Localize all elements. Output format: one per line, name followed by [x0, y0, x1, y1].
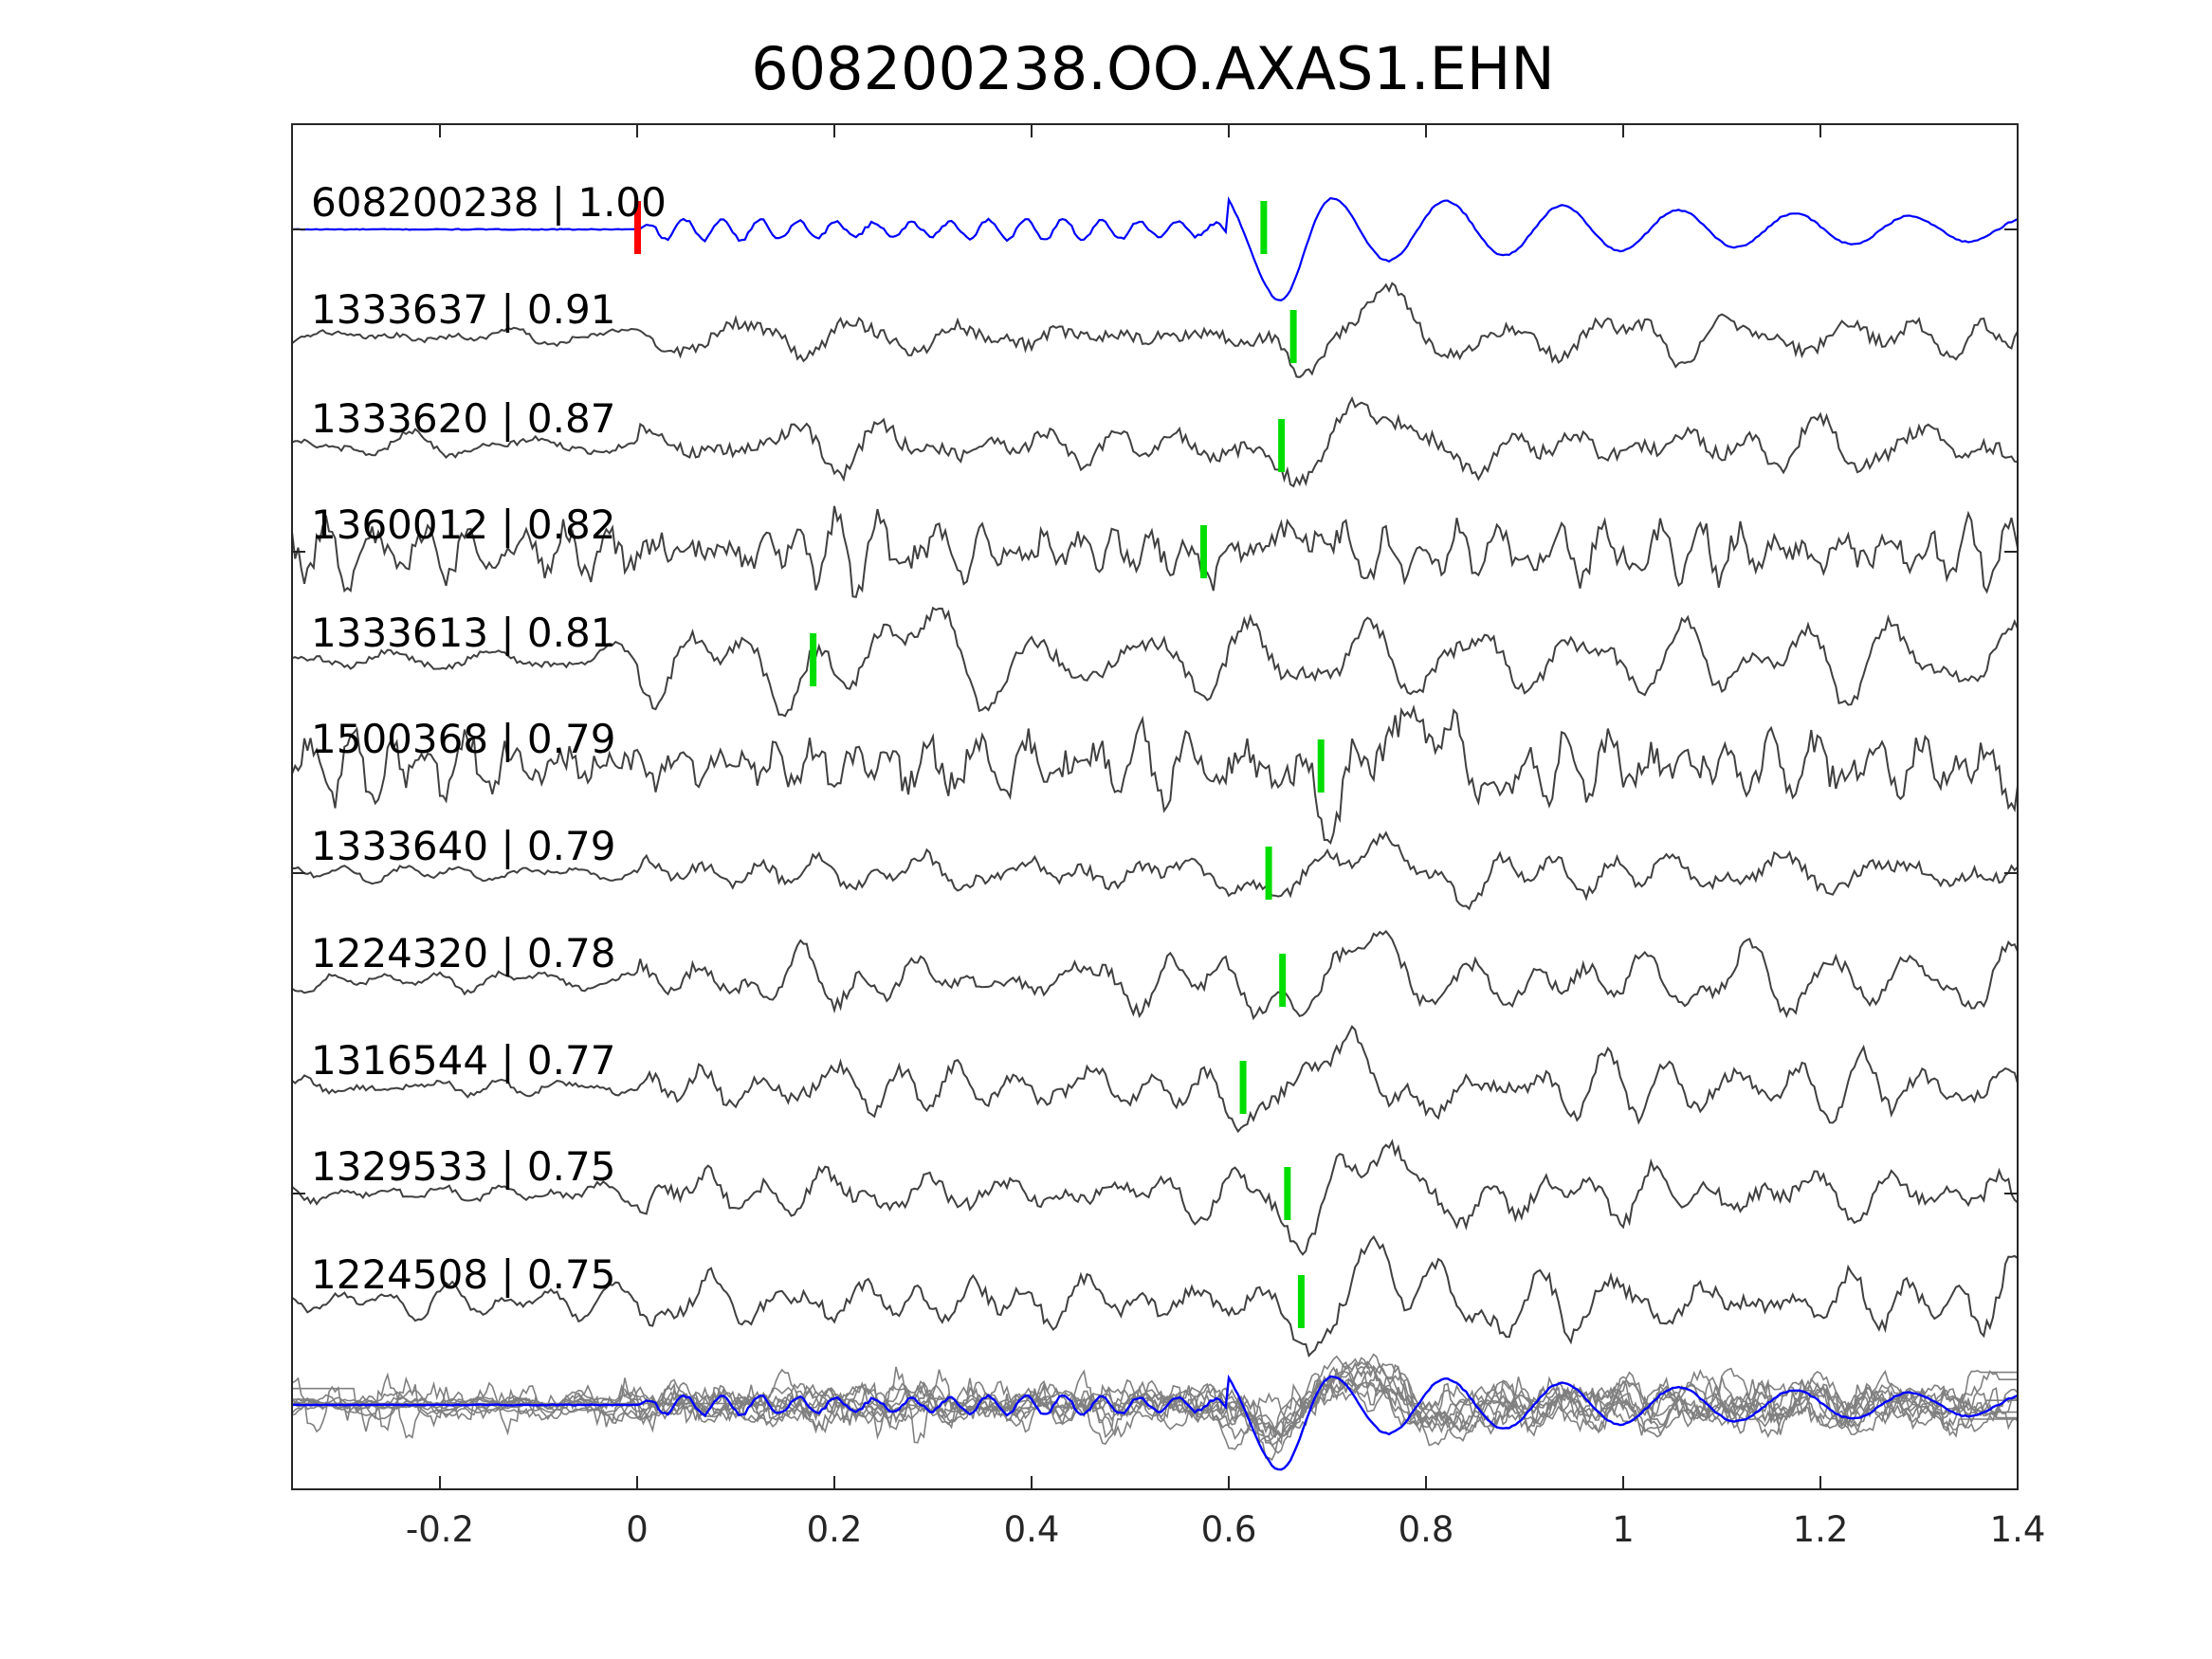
trace-label-608200238: 608200238 | 1.00: [311, 179, 667, 226]
template-pick-marker: [634, 201, 641, 254]
trace-line-1360012: [291, 505, 2019, 598]
trace-label-1224508: 1224508 | 0.75: [311, 1251, 615, 1298]
trace-line-1500368: [291, 703, 2019, 845]
pick-marker-1333637: [1289, 310, 1297, 363]
trace-label-1500368: 1500368 | 0.79: [311, 716, 615, 762]
x-tick-label-0.4: 0.4: [1004, 1509, 1060, 1550]
x-tick-label-0: 0: [626, 1509, 649, 1550]
pick-marker-1224320: [1279, 954, 1287, 1007]
trace-line-1224508: [291, 1234, 2019, 1358]
trace-line-1224320: [291, 929, 2019, 1021]
x-tick-label-0.8: 0.8: [1398, 1509, 1454, 1550]
trace-label-1360012: 1360012 | 0.82: [311, 501, 615, 548]
trace-label-1333637: 1333637 | 0.91: [311, 286, 615, 333]
trace-label-1333640: 1333640 | 0.79: [311, 823, 615, 869]
x-tick-label-1: 1: [1612, 1509, 1635, 1550]
pick-marker-1316544: [1239, 1061, 1247, 1114]
pick-marker-1360012: [1199, 525, 1207, 578]
trace-line-608200238: [291, 196, 2019, 301]
trace-line-1333620: [291, 395, 2019, 488]
x-tick-label-1.4: 1.4: [1990, 1509, 2046, 1550]
x-tick-label-0.6: 0.6: [1201, 1509, 1257, 1550]
pick-marker-1224508: [1297, 1275, 1305, 1328]
plot-area: 608200238 | 1.00 1333637 | 0.91 1333620 | …: [291, 179, 2019, 1471]
stack-trace-1316544: [292, 1353, 2019, 1444]
trace-line-1329533: [291, 1139, 2019, 1256]
stack-trace-1329533: [291, 1361, 2018, 1454]
pick-marker-1500368: [1317, 739, 1325, 793]
trace-line-1333640: [292, 830, 2019, 911]
trace-label-1224320: 1224320 | 0.78: [311, 930, 615, 976]
template-arrival-marker: [1260, 201, 1268, 254]
pick-marker-1333620: [1278, 419, 1286, 472]
x-tick-label--0.2: -0.2: [406, 1509, 474, 1550]
pick-marker-1333640: [1265, 847, 1272, 900]
x-tick-label-1.2: 1.2: [1793, 1509, 1849, 1550]
trace-label-1333620: 1333620 | 0.87: [311, 395, 615, 442]
x-tick-label-0.2: 0.2: [807, 1509, 863, 1550]
trace-line-1333613: [291, 606, 2019, 718]
x-axis: -0.2 0 0.2 0.4 0.6 0.8 1 1.2 1.4: [292, 124, 2045, 1550]
trace-line-1316544: [291, 1025, 2019, 1134]
trace-line-1333637: [291, 282, 2019, 378]
pick-marker-1329533: [1284, 1167, 1291, 1220]
axes-box: [291, 123, 2019, 1490]
trace-label-1329533: 1329533 | 0.75: [311, 1143, 615, 1190]
trace-label-1316544: 1316544 | 0.77: [311, 1037, 615, 1084]
stack-template-line: [291, 1374, 2019, 1471]
pick-marker-1333613: [810, 633, 817, 686]
trace-label-1333613: 1333613 | 0.81: [311, 610, 615, 656]
stack-trace-1224508: [291, 1355, 2018, 1447]
chart-title: 608200238.OO.AXAS1.EHN: [751, 34, 1555, 103]
stack-trace-1224320: [291, 1360, 2018, 1440]
